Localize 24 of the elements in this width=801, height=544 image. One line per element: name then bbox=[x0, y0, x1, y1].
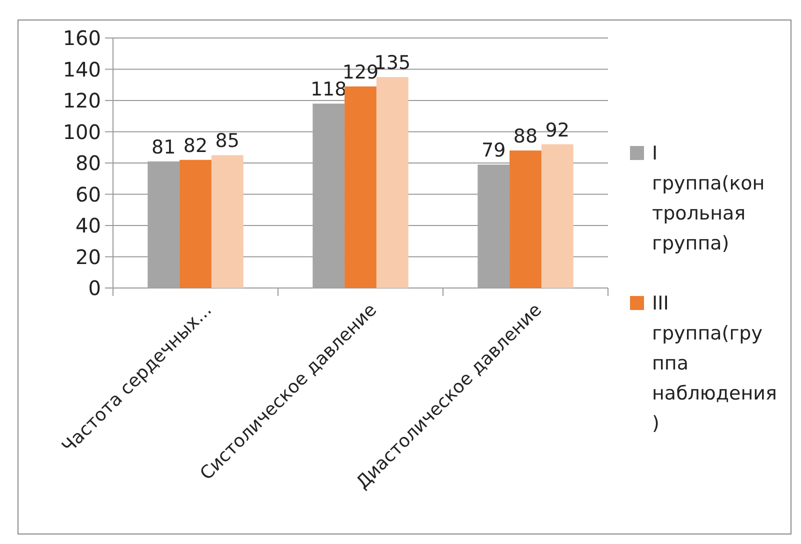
bar bbox=[211, 155, 244, 288]
data-label: 92 bbox=[545, 119, 570, 142]
data-label: 118 bbox=[310, 78, 347, 101]
data-label: 85 bbox=[215, 130, 240, 152]
data-label: 81 bbox=[152, 136, 176, 158]
y-tick-label: 120 bbox=[62, 88, 101, 112]
data-label: 82 bbox=[183, 134, 208, 157]
y-tick-label: 60 bbox=[76, 182, 101, 206]
legend-label: I группа(контрольная группа) bbox=[652, 142, 765, 255]
bar bbox=[541, 144, 574, 288]
y-tick-label: 0 bbox=[88, 276, 101, 300]
bar bbox=[180, 160, 212, 288]
data-label: 79 bbox=[482, 140, 506, 162]
y-tick-label: 140 bbox=[62, 57, 101, 82]
y-tick-label: 160 bbox=[62, 26, 101, 50]
data-label: 88 bbox=[513, 126, 538, 148]
y-tick-label: 80 bbox=[76, 151, 101, 175]
legend-label: III группа(группа наблюдения) bbox=[652, 292, 777, 435]
y-tick-label: 40 bbox=[76, 214, 101, 238]
y-tick-label: 100 bbox=[62, 120, 101, 144]
y-tick-label: 20 bbox=[76, 244, 101, 269]
bar bbox=[376, 77, 408, 288]
bar bbox=[344, 86, 376, 288]
bar bbox=[510, 150, 542, 288]
